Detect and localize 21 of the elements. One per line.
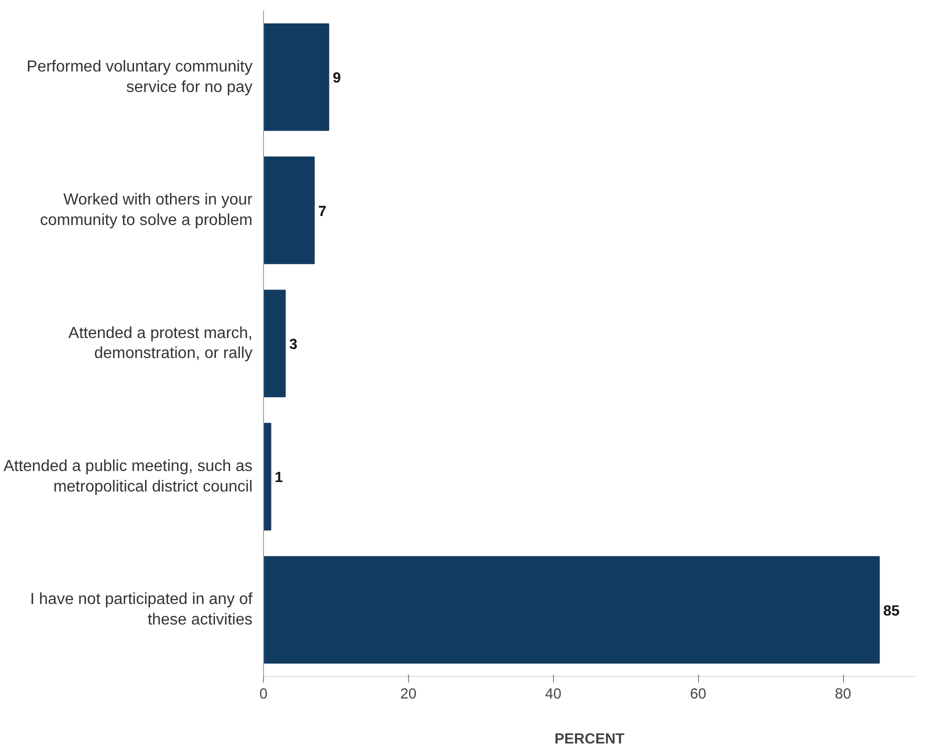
y-tick-label: Worked with others in your community to solve a problem — [40, 192, 254, 229]
bar — [264, 556, 880, 664]
bar — [264, 290, 286, 398]
x-tick-label: 80 — [834, 686, 852, 702]
data-label: 85 — [883, 603, 900, 620]
data-label: 1 — [274, 470, 283, 486]
data-label: 3 — [289, 337, 298, 353]
y-tick-label: I have not participated in any of these activities — [30, 591, 254, 629]
y-tick-label: Attended a protest march, demonstration, or rally — [68, 324, 253, 362]
x-tick-label: 20 — [400, 686, 417, 702]
bar — [264, 23, 330, 131]
bar — [264, 156, 315, 264]
x-axis-title: PERCENT — [554, 732, 625, 748]
x-tick-label: 0 — [259, 686, 268, 702]
x-tick-label: 40 — [545, 686, 562, 702]
x-tick-label: 60 — [690, 686, 706, 702]
bar — [264, 422, 272, 530]
y-tick-label: Performed voluntary community service for no pay — [26, 58, 252, 96]
data-label: 7 — [318, 204, 326, 220]
y-tick-label: Attended a public meeting, such as metropolitical district council — [3, 458, 253, 496]
data-label: 9 — [332, 70, 341, 87]
